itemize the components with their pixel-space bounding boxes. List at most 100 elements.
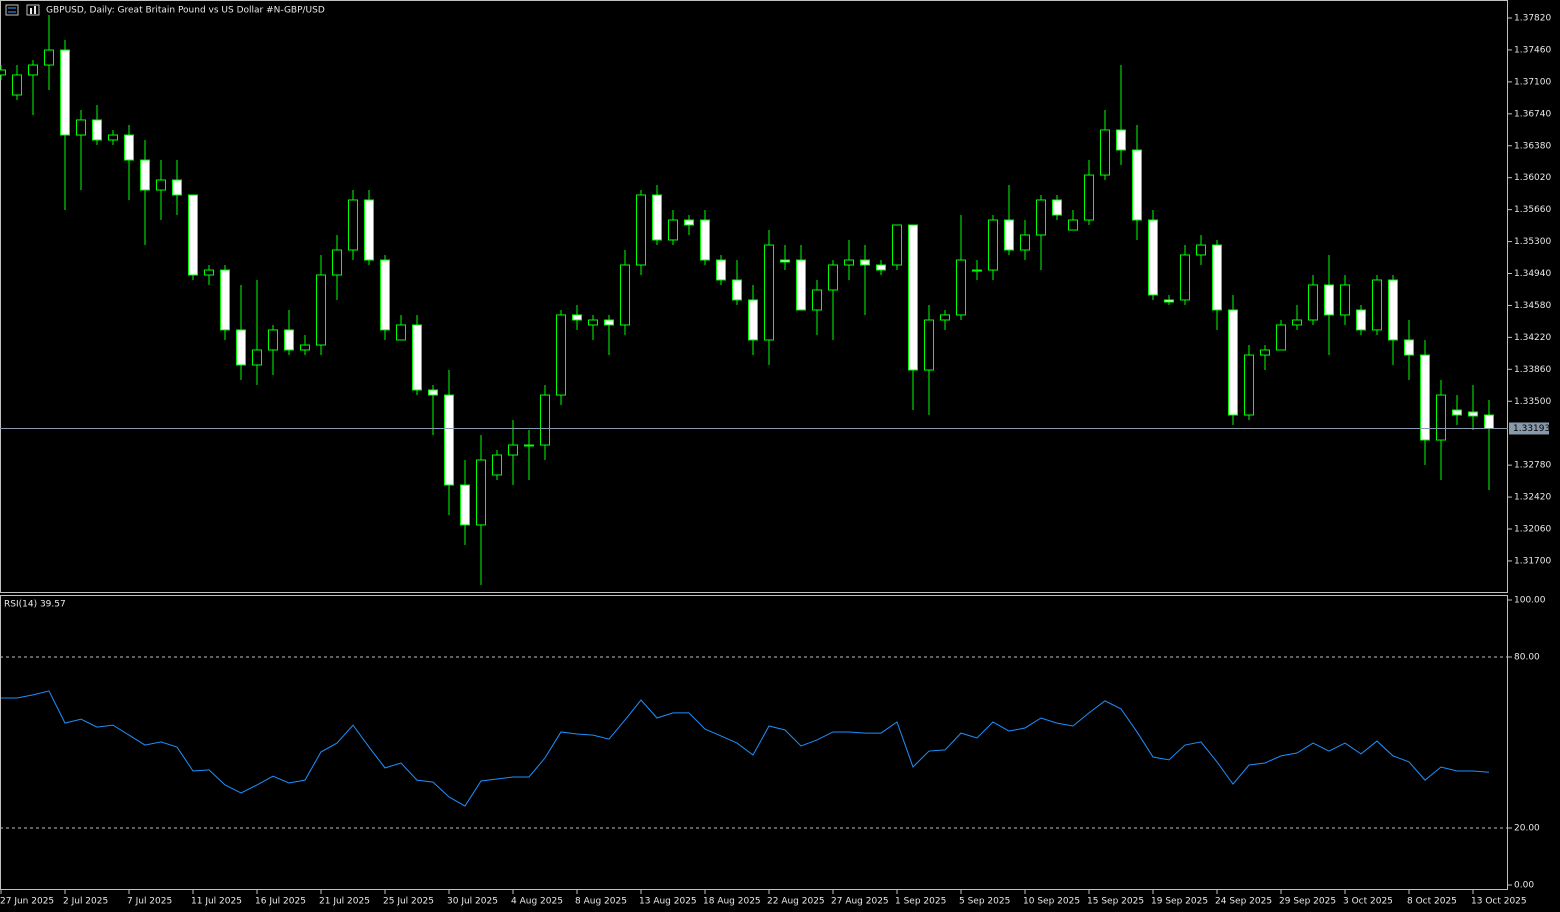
candle-body [92,119,102,141]
x-tick-label: 30 Jul 2025 [447,897,498,907]
candle-body [268,329,278,351]
candle-body [492,454,502,476]
candle-body [1356,309,1366,331]
candle-body [0,69,6,76]
icon-chart [26,4,40,16]
candle-body [668,219,678,241]
chart-title: GBPUSD, Daily: Great Britain Pound vs US… [46,6,325,16]
candle-body [604,319,614,326]
candle-body [828,264,838,291]
candle-body [236,329,246,366]
candle-body [1452,409,1462,416]
x-tick-label: 13 Oct 2025 [1471,897,1527,907]
x-tick-label: 3 Oct 2025 [1343,897,1393,907]
candle-body [908,224,918,371]
candle-body [428,389,438,396]
candle-body [1260,349,1270,356]
icon-bar [34,6,36,14]
icon-bar [30,8,32,14]
y-tick-label: 100.00 [1514,596,1546,606]
candle-body [572,314,582,321]
x-tick-label: 13 Aug 2025 [639,897,697,907]
candle-body [348,199,358,251]
candle-body [748,299,758,341]
candle-body [12,74,22,96]
candle-body [956,259,966,316]
candle-body [204,269,214,276]
rsi-pane-border [0,595,1508,890]
candle-body [716,259,726,281]
price-pane-border [0,0,1508,593]
candle-body [1068,219,1078,231]
candle-body [1052,199,1062,216]
candle-body [924,319,934,371]
candle-body [652,194,662,241]
candle-body [508,444,518,456]
x-tick-label: 15 Sep 2025 [1087,897,1144,907]
candle-body [1004,219,1014,251]
y-tick-label: 1.34940 [1514,269,1551,279]
x-tick-label: 2 Jul 2025 [63,897,108,907]
candle-body [396,324,406,341]
candle-body [940,314,950,321]
candle-body [188,194,198,276]
y-tick-label: 1.33860 [1514,365,1551,375]
candle-body [588,319,598,326]
candle-body [460,484,470,526]
y-tick-label: 1.32060 [1514,525,1551,535]
x-tick-label: 7 Jul 2025 [127,897,172,907]
candle-body [1388,279,1398,341]
candle-body [1116,129,1126,151]
y-tick-label: 1.35300 [1514,237,1551,247]
candle-body [300,344,310,351]
indicator-title: RSI(14) 39.57 [4,600,66,610]
candle-body [316,274,326,346]
x-tick-label: 4 Aug 2025 [511,897,563,907]
candle-body [524,444,534,447]
candle-body [1132,149,1142,221]
candle-body [988,219,998,271]
bid-label-box [1509,422,1549,435]
candle-body [892,224,902,266]
candle-body [412,324,422,391]
candle-body [220,269,230,331]
x-tick-label: 16 Jul 2025 [255,897,306,907]
candle-body [1212,244,1222,311]
candle-body [1148,219,1158,296]
x-tick-label: 24 Sep 2025 [1215,897,1272,907]
candle-body [76,119,86,136]
candle-body [780,259,790,263]
candle-body [1404,339,1414,356]
candle-body [444,394,454,486]
y-tick-label: 1.35660 [1514,205,1551,215]
y-tick-label: 1.37100 [1514,77,1551,87]
candle-body [844,259,854,266]
candle-body [876,264,886,271]
x-tick-label: 18 Aug 2025 [703,897,761,907]
candle-body [60,49,70,136]
candle-body [172,179,182,196]
y-tick-label: 1.33500 [1514,397,1551,407]
candle-body [140,159,150,191]
candle-body [1244,354,1254,416]
title-icons [5,4,40,16]
candle-body [1084,174,1094,221]
x-tick-label: 27 Aug 2025 [831,897,889,907]
x-tick-label: 1 Sep 2025 [895,897,946,907]
x-tick-label: 8 Aug 2025 [575,897,627,907]
candle-body [380,259,390,331]
candle-body [1164,299,1174,303]
candle-body [540,394,550,446]
x-tick-label: 10 Sep 2025 [1023,897,1080,907]
y-tick-label: 1.36380 [1514,141,1551,151]
candle-body [1180,254,1190,301]
candle-body [732,279,742,301]
y-tick-label: 0.00 [1514,881,1534,891]
y-tick-label: 1.36020 [1514,173,1551,183]
x-tick-label: 8 Oct 2025 [1407,897,1457,907]
x-tick-label: 22 Aug 2025 [767,897,825,907]
candle-body [252,349,262,366]
candle-body [700,219,710,261]
